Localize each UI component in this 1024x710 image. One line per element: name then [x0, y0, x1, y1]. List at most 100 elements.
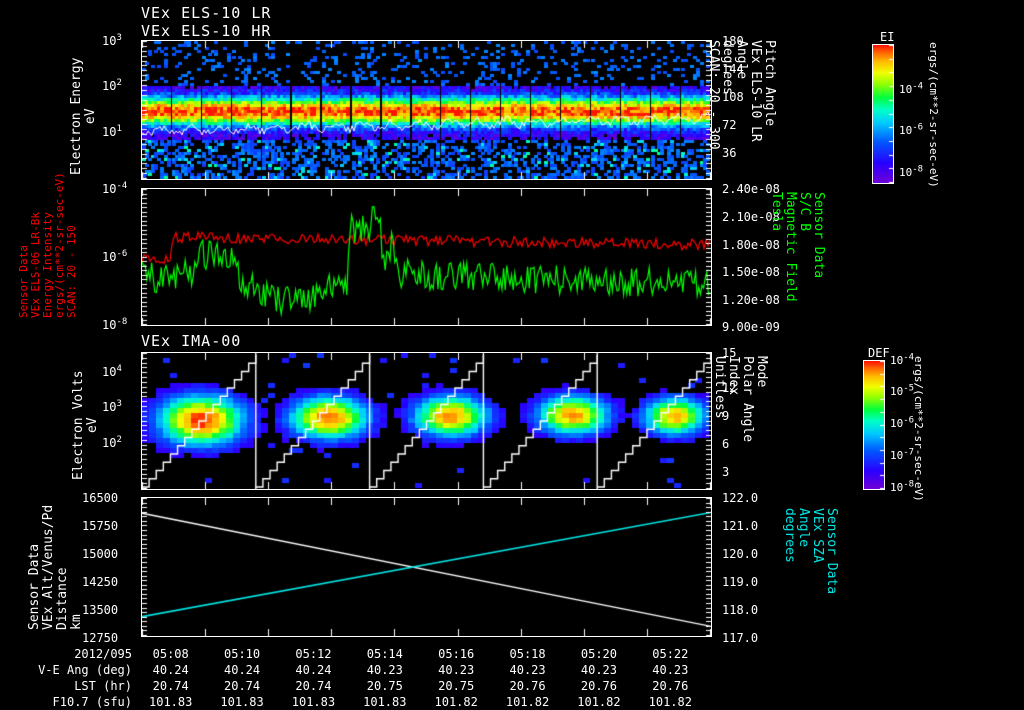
footer-cell-r0-c7: 05:22 — [652, 647, 689, 661]
footer-cell-r3-c5: 101.82 — [505, 695, 550, 709]
footer-cell-r0-c3: 05:14 — [366, 647, 403, 661]
panel3-ytick-2: 102 — [102, 435, 122, 450]
panel1-colorbar — [872, 44, 894, 184]
footer-cell-r0-c5: 05:18 — [509, 647, 546, 661]
panel2-right-axis-title: Sensor Data S/C B Magnetic Field Tesla — [769, 192, 826, 302]
panel1-rtick-0: 180 — [722, 34, 744, 48]
panel2-plot-frame — [141, 188, 712, 326]
panel3-rtick-3: 6 — [722, 437, 730, 451]
footer-cell-r1-c2: 40.24 — [295, 663, 332, 677]
panel1-rtick-1: 144 — [722, 62, 744, 76]
panel4-ytick-2: 15000 — [82, 547, 119, 561]
panel4-rtick-1: 121.0 — [722, 519, 759, 533]
footer-cell-r2-c7: 20.76 — [652, 679, 689, 693]
panel4-plot-frame — [141, 497, 712, 637]
panel1-right-axis-title: Pitch Angle VEx ELS-10 LR Angle degrees … — [706, 40, 777, 150]
footer-cell-r1-c7: 40.23 — [652, 663, 689, 677]
panel4-rtick-0: 122.0 — [722, 491, 759, 505]
footer-row-label-0: 2012/095 — [74, 647, 132, 661]
panel3-rtick-2: 9 — [722, 409, 730, 423]
panel4-rtick-4: 118.0 — [722, 603, 759, 617]
panel2-ytick-1: 10-6 — [102, 249, 128, 264]
ion-energy-spectrogram — [142, 353, 711, 489]
panel1-colorbar-label: EI — [880, 30, 895, 44]
footer-cell-r3-c7: 101.82 — [648, 695, 692, 709]
altitude-sza-plot — [142, 498, 711, 636]
electron-energy-spectrogram — [142, 41, 711, 179]
footer-cell-r3-c3: 101.83 — [363, 695, 407, 709]
panel3-colorbar-gradient — [864, 361, 884, 489]
panel4-rtick-5: 117.0 — [722, 631, 759, 645]
panel2-rtick-3: 1.50e-08 — [722, 265, 780, 279]
panel2-rtick-4: 1.20e-08 — [722, 293, 780, 307]
panel2-rtick-2: 1.80e-08 — [722, 238, 780, 252]
footer-cell-r2-c5: 20.76 — [509, 679, 546, 693]
footer-cell-r2-c6: 20.76 — [580, 679, 617, 693]
panel4-ytick-4: 13500 — [82, 603, 119, 617]
footer-cell-r3-c2: 101.83 — [291, 695, 336, 709]
panel3-colorbar-units: ergs/(cm**2-sr-sec-eV) — [912, 356, 925, 502]
footer-cell-r1-c6: 40.23 — [580, 663, 617, 677]
panel1-title-hr: VEx ELS-10 HR — [141, 22, 272, 40]
footer-row-label-1: V-E Ang (deg) — [38, 663, 132, 677]
footer-cell-r0-c1: 05:10 — [224, 647, 261, 661]
panel4-ytick-1: 15750 — [82, 519, 119, 533]
panel1-colorbar-gradient — [873, 45, 893, 183]
footer-row-label-3: F10.7 (sfu) — [52, 695, 132, 709]
panel3-plot-frame — [141, 352, 712, 490]
panel4-rtick-2: 120.0 — [722, 547, 759, 561]
panel3-ytick-0: 104 — [102, 364, 122, 379]
panel3-left-axis-title: Electron Volts eV — [71, 370, 100, 480]
panel1-rtick-3: 72 — [722, 118, 737, 132]
footer-cell-r2-c1: 20.74 — [224, 679, 261, 693]
panel3-colorbar — [863, 360, 885, 490]
panel3-rtick-0: 15 — [722, 346, 737, 360]
panel3-ytick-1: 103 — [102, 399, 122, 414]
panel2-rtick-0: 2.40e-08 — [722, 182, 780, 196]
panel1-cbtick-2: 10-8 — [899, 164, 924, 179]
panel3-cbtick-0: 10-4 — [890, 352, 915, 367]
panel1-cbtick-0: 10-4 — [899, 81, 924, 96]
panel3-cbtick-3: 10-7 — [890, 447, 915, 462]
panel4-ytick-5: 12750 — [82, 631, 119, 645]
panel2-rtick-5: 9.00e-09 — [722, 320, 780, 334]
footer-cell-r0-c4: 05:16 — [438, 647, 475, 661]
panel1-rtick-2: 108 — [722, 90, 744, 104]
panel2-left-axis-title: Sensor Data VEx ELS-06 LR-Bk Energy Inte… — [17, 172, 78, 318]
panel3-cbtick-1: 10-5 — [890, 383, 915, 398]
panel1-left-axis-title: Electron Energy eV — [69, 57, 98, 175]
footer-cell-r3-c0: 101.83 — [149, 695, 193, 709]
energy-intensity-magnetic-field-plot — [142, 189, 711, 325]
footer-cell-r2-c3: 20.75 — [366, 679, 403, 693]
panel1-ytick-0: 103 — [102, 33, 122, 48]
footer-cell-r0-c6: 05:20 — [580, 647, 617, 661]
panel4-ytick-0: 16500 — [82, 491, 119, 505]
panel3-right-axis-title: Mode Polar Angle Index Unitless — [712, 356, 769, 443]
panel4-right-axis-title: Sensor Data VEx SZA Angle degrees — [782, 508, 839, 595]
footer-cell-r2-c2: 20.74 — [295, 679, 332, 693]
footer-cell-r1-c0: 40.24 — [152, 663, 189, 677]
panel2-ytick-2: 10-8 — [102, 317, 128, 332]
footer-row-label-2: LST (hr) — [74, 679, 132, 693]
footer-cell-r2-c4: 20.75 — [438, 679, 475, 693]
panel4-ytick-3: 14250 — [82, 575, 119, 589]
panel3-rtick-1: 12 — [722, 381, 737, 395]
panel1-plot-frame — [141, 40, 712, 180]
panel1-ytick-2: 101 — [102, 124, 122, 139]
panel2-rtick-1: 2.10e-08 — [722, 210, 780, 224]
panel1-colorbar-units: ergs/(cm**2-sr-sec-eV) — [927, 42, 940, 188]
panel3-rtick-4: 3 — [722, 465, 730, 479]
panel1-ytick-1: 102 — [102, 78, 122, 93]
panel3-cbtick-2: 10-6 — [890, 415, 915, 430]
panel1-rtick-4: 36 — [722, 146, 737, 160]
panel4-rtick-3: 119.0 — [722, 575, 759, 589]
footer-cell-r1-c1: 40.24 — [224, 663, 261, 677]
footer-cell-r3-c1: 101.83 — [220, 695, 264, 709]
panel4-left-axis-title: Sensor Data VEx Alt/Venus/Pd Distance km — [27, 504, 84, 630]
panel1-cbtick-1: 10-6 — [899, 122, 924, 137]
footer-cell-r1-c5: 40.23 — [509, 663, 546, 677]
panel2-ytick-0: 10-4 — [102, 181, 128, 196]
footer-cell-r3-c4: 101.82 — [434, 695, 478, 709]
footer-cell-r1-c4: 40.23 — [438, 663, 475, 677]
footer-cell-r2-c0: 20.74 — [152, 679, 189, 693]
